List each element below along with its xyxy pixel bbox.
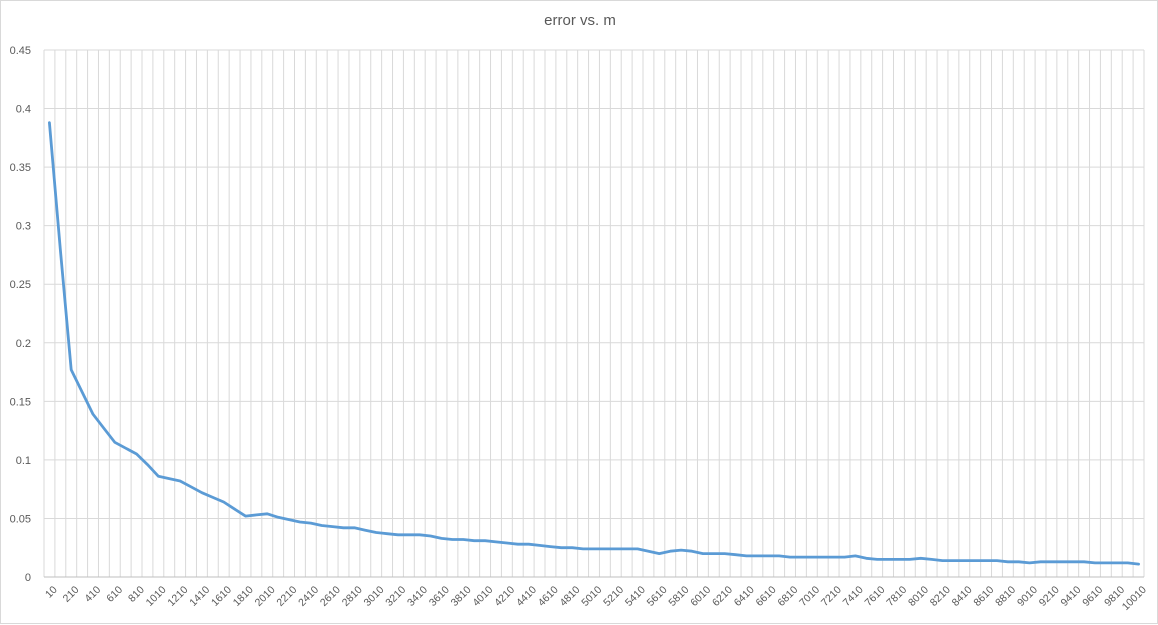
- y-tick-label: 0.3: [16, 221, 31, 233]
- x-tick-label: 2610: [318, 584, 343, 609]
- grid: [43, 49, 1145, 578]
- x-tick-label: 7810: [884, 584, 909, 609]
- x-tick-label: 1410: [187, 584, 212, 609]
- y-tick-label: 0.2: [16, 338, 31, 350]
- y-tick-labels: 0 0.05 0.1 0.15 0.2 0.25 0.3 0.35 0.4 0.45: [10, 45, 31, 584]
- x-tick-label: 7010: [797, 584, 822, 609]
- x-tick-label: 8810: [993, 584, 1018, 609]
- x-tick-label: 210: [61, 584, 82, 605]
- x-tick-label: 4610: [536, 584, 561, 609]
- x-tick-label: 10010: [1120, 584, 1149, 613]
- x-tick-label: 4010: [470, 584, 495, 609]
- x-tick-label: 4410: [514, 584, 539, 609]
- x-tick-label: 6210: [710, 584, 735, 609]
- x-tick-label: 2010: [253, 584, 278, 609]
- x-tick-label: 8210: [928, 584, 953, 609]
- x-tick-label: 2410: [296, 584, 321, 609]
- x-tick-label: 5210: [601, 584, 626, 609]
- x-tick-label: 7610: [862, 584, 887, 609]
- y-tick-label: 0.4: [16, 104, 31, 116]
- x-tick-label: 5810: [666, 584, 691, 609]
- y-tick-label: 0.35: [10, 162, 31, 174]
- x-tick-label: 1210: [165, 584, 190, 609]
- x-tick-label: 4810: [558, 584, 583, 609]
- x-tick-label: 2210: [274, 584, 299, 609]
- x-tick-label: 6010: [688, 584, 713, 609]
- x-tick-label: 3810: [449, 584, 474, 609]
- x-tick-label: 3610: [427, 584, 452, 609]
- y-tick-label: 0.25: [10, 279, 31, 291]
- x-tick-label: 5410: [623, 584, 648, 609]
- x-tick-label: 6410: [732, 584, 757, 609]
- x-tick-label: 9410: [1059, 584, 1084, 609]
- x-tick-label: 610: [104, 584, 125, 605]
- x-tick-label: 7210: [819, 584, 844, 609]
- x-tick-label: 1810: [231, 584, 256, 609]
- y-tick-label: 0.45: [10, 45, 31, 57]
- y-tick-label: 0.15: [10, 396, 31, 408]
- y-tick-label: 0.05: [10, 513, 31, 525]
- x-tick-label: 3410: [405, 584, 430, 609]
- x-tick-label: 9210: [1037, 584, 1062, 609]
- x-tick-label: 410: [82, 584, 103, 605]
- x-tick-label: 3210: [383, 584, 408, 609]
- x-tick-label: 1010: [144, 584, 169, 609]
- x-tick-label: 3010: [361, 584, 386, 609]
- x-tick-label: 6810: [775, 584, 800, 609]
- x-tick-label: 7410: [841, 584, 866, 609]
- x-tick-label: 1610: [209, 584, 234, 609]
- y-tick-label: 0: [25, 572, 31, 584]
- x-tick-label: 5010: [579, 584, 604, 609]
- x-tick-label: 6610: [754, 584, 779, 609]
- x-tick-label: 5610: [645, 584, 670, 609]
- series: [48, 121, 1140, 566]
- x-tick-label: 8610: [971, 584, 996, 609]
- x-tick-label: 2810: [340, 584, 365, 609]
- x-tick-label: 8410: [950, 584, 975, 609]
- x-tick-label: 9610: [1080, 584, 1105, 609]
- x-tick-label: 9010: [1015, 584, 1040, 609]
- x-tick-label: 8010: [906, 584, 931, 609]
- series-line: [48, 121, 1140, 566]
- x-tick-label: 10: [43, 584, 60, 601]
- y-tick-label: 0.1: [16, 455, 31, 467]
- x-tick-label: 4210: [492, 584, 517, 609]
- chart-title: error vs. m: [544, 12, 616, 29]
